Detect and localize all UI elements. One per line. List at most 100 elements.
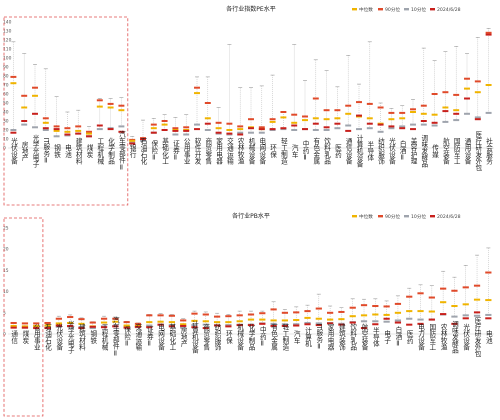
marker-median xyxy=(417,310,424,313)
marker-current xyxy=(183,129,190,132)
category-2: 煤炭 xyxy=(21,322,29,345)
category-32: 航空装备 xyxy=(360,298,368,351)
marker-current xyxy=(32,112,38,115)
legend-label: 2024/6/28 xyxy=(437,214,461,220)
marker-current xyxy=(118,130,125,133)
marker-median xyxy=(236,320,243,323)
y-tick-label: 15 xyxy=(3,268,9,274)
category-label: 通信 xyxy=(10,329,18,345)
marker-current xyxy=(237,133,244,136)
marker-current xyxy=(291,124,298,127)
category-28: IT服务Ⅱ xyxy=(315,293,323,351)
legend-label: 2024/6/28 xyxy=(437,7,461,13)
category-18: 软件开发 xyxy=(193,76,201,165)
marker-median xyxy=(280,116,287,119)
category-24: 电网设备 xyxy=(258,85,266,165)
category-label: IT服务Ⅱ xyxy=(42,137,50,164)
category-label: 汽车 xyxy=(290,143,298,159)
category-3: 光学光电子 xyxy=(31,64,39,168)
category-23: 中药Ⅱ xyxy=(258,310,267,348)
marker-median xyxy=(345,112,352,115)
marker-current xyxy=(304,323,311,326)
marker-median xyxy=(485,299,492,302)
marker-p90 xyxy=(451,289,458,292)
marker-current xyxy=(428,318,435,321)
category-label: 汽车 xyxy=(292,329,300,345)
marker-p90 xyxy=(269,118,276,121)
marker-median xyxy=(420,112,427,115)
marker-p90 xyxy=(100,317,108,320)
category-label: 半导体 xyxy=(366,140,374,162)
marker-p10 xyxy=(204,129,211,131)
marker-p90 xyxy=(150,123,157,126)
marker-median xyxy=(485,84,492,86)
marker-current xyxy=(312,122,319,125)
y-tick-label: 60 xyxy=(3,92,9,98)
category-1: 通信 xyxy=(10,321,18,345)
marker-median xyxy=(67,321,74,324)
category-label: 汽车零部件Ⅱ xyxy=(111,315,119,357)
marker-p10 xyxy=(356,128,362,131)
marker-current xyxy=(417,322,424,325)
category-40: 传媒 xyxy=(431,60,439,159)
marker-current xyxy=(410,128,416,131)
category-29: 有色金属 xyxy=(312,59,320,165)
marker-current xyxy=(10,131,17,134)
legend-label: 90分位 xyxy=(385,213,400,220)
category-label: 白酒Ⅱ xyxy=(398,139,406,161)
marker-p90 xyxy=(78,318,85,321)
marker-current xyxy=(161,129,168,131)
category-20: 家用电器 xyxy=(215,107,223,165)
marker-p90 xyxy=(349,306,356,309)
marker-current xyxy=(172,129,179,132)
category-11: 保险Ⅱ xyxy=(123,320,131,348)
marker-median xyxy=(202,320,209,323)
category-label: 建筑装饰 xyxy=(337,323,345,352)
marker-current xyxy=(10,326,17,329)
marker-p90 xyxy=(161,120,168,122)
category-5: 钢铁 xyxy=(53,96,61,159)
category-label: 计算机 xyxy=(304,326,312,348)
marker-p90 xyxy=(180,319,187,322)
marker-p90 xyxy=(428,296,435,299)
y-tick-label: 20 xyxy=(3,247,9,253)
y-tick-label: 50 xyxy=(3,101,9,107)
category-label: 光伏设备 xyxy=(9,137,17,166)
marker-current xyxy=(96,124,103,127)
marker-median xyxy=(100,321,108,324)
category-label: 国防军工 xyxy=(452,138,460,165)
category-label: 基础化工 xyxy=(168,323,176,351)
marker-current xyxy=(112,325,119,328)
marker-p90 xyxy=(67,316,74,319)
category-7: 建筑材料 xyxy=(77,317,86,351)
category-42: 医疗研发外包 xyxy=(473,254,481,357)
y-tick-label: 70 xyxy=(3,83,9,89)
marker-p90 xyxy=(431,93,438,95)
marker-p10 xyxy=(453,119,460,122)
marker-current xyxy=(21,120,28,122)
marker-current xyxy=(55,324,62,327)
category-label: 白酒Ⅱ xyxy=(394,325,402,347)
marker-median xyxy=(161,123,168,126)
marker-p10 xyxy=(10,129,17,131)
marker-p10 xyxy=(366,127,373,130)
marker-median xyxy=(180,323,187,326)
marker-p90 xyxy=(270,308,277,311)
category-label: 纺织服饰 xyxy=(377,137,385,166)
category-37: 白酒Ⅱ xyxy=(398,105,407,162)
category-label: 医药 xyxy=(333,144,341,159)
category-34: 电子 xyxy=(383,300,391,344)
marker-current xyxy=(64,133,71,136)
marker-median xyxy=(270,319,277,322)
category-label: 轻工制造 xyxy=(279,137,287,166)
panel-title: 各行业PB水平 xyxy=(232,212,270,220)
category-15: 基础化工 xyxy=(161,114,169,164)
legend-swatch xyxy=(404,215,409,218)
category-23: 机械设备 xyxy=(247,87,255,165)
marker-p10 xyxy=(118,125,125,128)
marker-p90 xyxy=(33,322,40,325)
marker-median xyxy=(338,318,345,321)
marker-current xyxy=(440,313,447,316)
marker-p10 xyxy=(315,322,322,325)
category-40: 调味发酵品 xyxy=(450,276,459,355)
